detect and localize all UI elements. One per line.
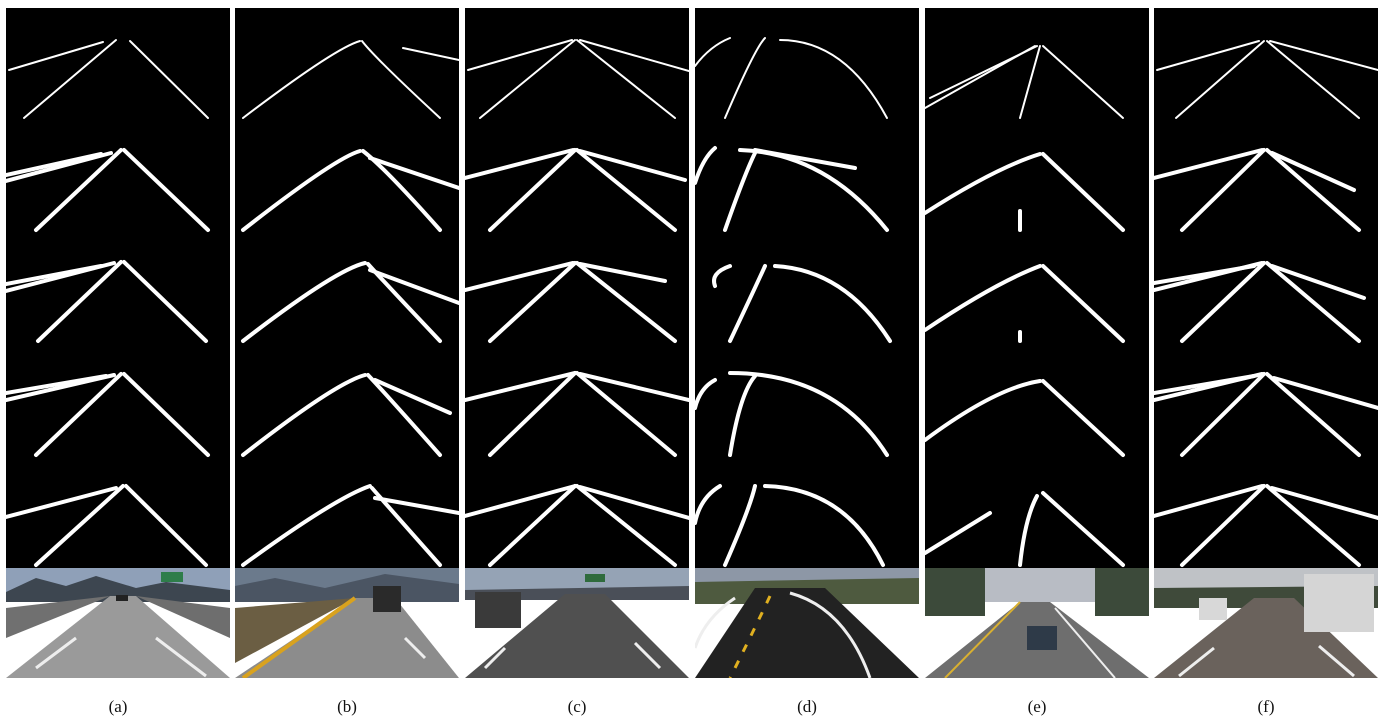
mask-b-5 [241, 484, 459, 567]
mask-a-1 [8, 39, 209, 119]
road-photo-e [925, 568, 1149, 678]
mask-d-3 [712, 264, 892, 343]
mask-d-2 [695, 146, 889, 232]
column-a [6, 8, 230, 678]
caption-d: (d) [797, 697, 817, 716]
mask-e-4 [925, 379, 1125, 457]
road-photo-d [695, 568, 919, 678]
mask-e-2 [925, 152, 1125, 232]
mask-d-5 [695, 484, 885, 567]
mask-a-5 [6, 484, 208, 567]
mask-e-5 [925, 491, 1125, 567]
road-photo-c [465, 568, 689, 678]
mask-b-4 [241, 373, 452, 457]
lane-mask-stack-d [695, 8, 919, 568]
column-b [235, 8, 459, 678]
caption-f: (f) [1257, 697, 1275, 716]
mask-a-3 [6, 260, 208, 343]
mask-c-2 [465, 148, 687, 232]
mask-c-4 [465, 371, 689, 457]
caption-b: (b) [337, 697, 357, 716]
caption-e: (e) [1027, 697, 1047, 716]
mask-b-2 [241, 149, 459, 232]
mask-b-1 [242, 40, 459, 119]
mask-b-3 [241, 261, 459, 343]
road-photo-b [235, 568, 459, 678]
mask-c-5 [465, 484, 689, 567]
mask-d-1 [695, 37, 888, 119]
mask-f-5 [1154, 484, 1378, 567]
mask-e-1 [925, 45, 1124, 119]
column-f [1154, 8, 1378, 678]
mask-f-3 [1154, 261, 1366, 343]
mask-d-4 [695, 371, 889, 457]
mask-f-2 [1154, 148, 1361, 232]
mask-c-3 [465, 261, 677, 343]
road-photo-a [6, 568, 230, 678]
lane-mask-stack-a [6, 8, 230, 568]
mask-a-4 [6, 372, 210, 457]
mask-a-2 [6, 148, 210, 232]
caption-a: (a) [108, 697, 128, 716]
lane-mask-stack-c [465, 8, 689, 568]
column-c [465, 8, 689, 678]
lane-mask-stack-f [1154, 8, 1378, 568]
lane-mask-stack-b [235, 8, 459, 568]
caption-c: (c) [567, 697, 587, 716]
mask-c-1 [467, 39, 689, 119]
mask-f-1 [1156, 40, 1378, 119]
column-e [925, 8, 1149, 678]
road-photo-f [1154, 568, 1378, 678]
lane-mask-stack-e [925, 8, 1149, 568]
mask-e-3 [925, 264, 1125, 343]
mask-f-4 [1154, 372, 1378, 457]
column-d [695, 8, 919, 678]
